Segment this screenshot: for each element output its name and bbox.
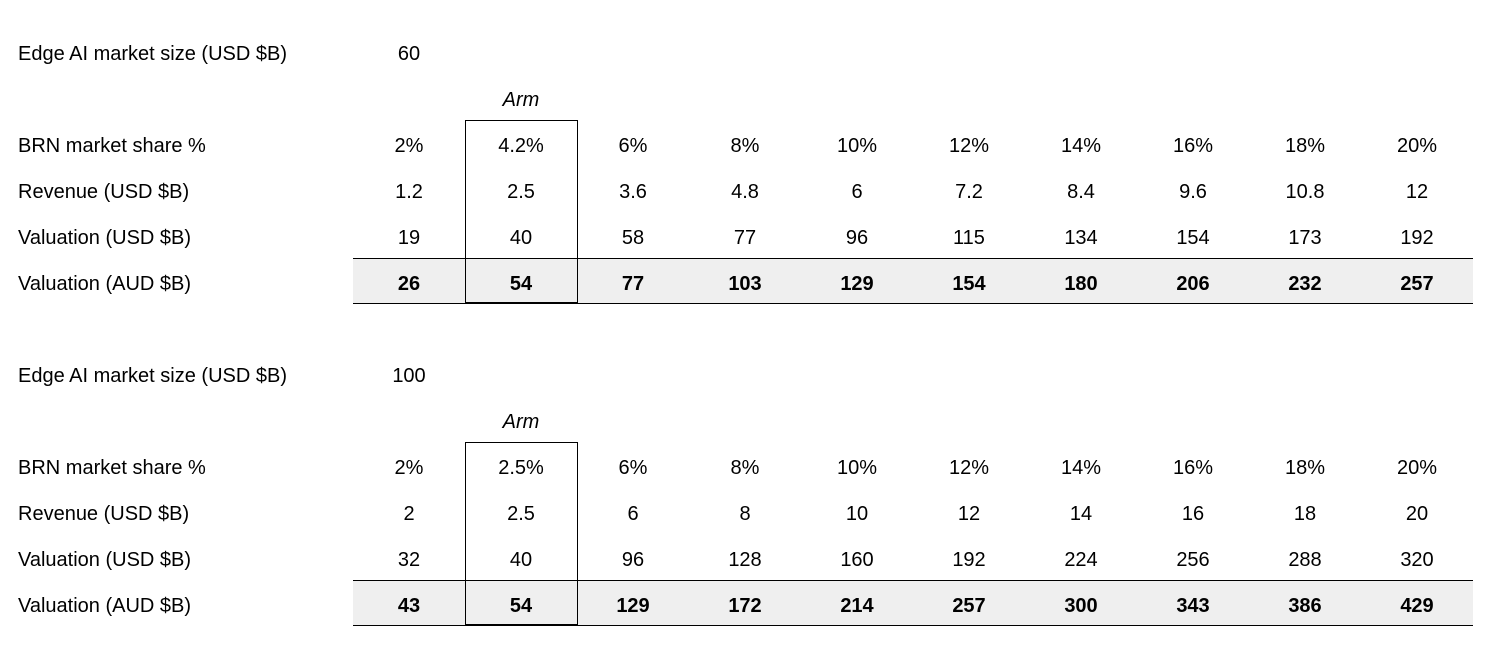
value-cell: 2.5 — [507, 181, 535, 203]
value-cell: 8% — [730, 135, 760, 157]
value-cell: 26 — [397, 273, 421, 295]
value-cell: 232 — [1288, 273, 1322, 295]
row-label: BRN market share % — [18, 457, 206, 479]
value-cell: 128 — [728, 549, 762, 571]
value-cell: 20% — [1396, 135, 1438, 157]
value-cell: 103 — [728, 273, 762, 295]
row-label: Valuation (AUD $B) — [18, 273, 192, 295]
value-cell: 134 — [1064, 227, 1098, 249]
value-cell: 8.4 — [1067, 181, 1095, 203]
value-cell: 16 — [1181, 503, 1205, 525]
row-label: Revenue (USD $B) — [18, 503, 190, 525]
value-cell: 43 — [397, 595, 421, 617]
value-cell: 129 — [840, 273, 874, 295]
value-cell: 6% — [618, 135, 648, 157]
value-cell: 40 — [509, 227, 533, 249]
value-cell: 214 — [840, 595, 874, 617]
value-cell: 300 — [1064, 595, 1098, 617]
value-cell: 386 — [1288, 595, 1322, 617]
value-cell: 2.5% — [498, 457, 544, 479]
value-cell: 1.2 — [395, 181, 423, 203]
value-cell: 18 — [1293, 503, 1317, 525]
value-cell: 8 — [739, 503, 751, 525]
value-cell: 10% — [836, 457, 878, 479]
value-cell: 224 — [1064, 549, 1098, 571]
value-cell: 6 — [627, 503, 639, 525]
row-label: Revenue (USD $B) — [18, 181, 190, 203]
value-cell: 77 — [621, 273, 645, 295]
value-cell: 192 — [952, 549, 986, 571]
value-cell: 96 — [845, 227, 869, 249]
value-cell: 115 — [953, 227, 985, 249]
annotation: Arm — [502, 411, 540, 433]
highlight-row — [353, 580, 1473, 626]
annotation: Arm — [502, 89, 540, 111]
highlight-row — [353, 258, 1473, 304]
row-label: Valuation (USD $B) — [18, 227, 192, 249]
row-label: BRN market share % — [18, 135, 206, 157]
value-cell: 12 — [1405, 181, 1429, 203]
value-cell: 256 — [1176, 549, 1210, 571]
value-cell: 2% — [394, 457, 424, 479]
value-cell: 96 — [621, 549, 645, 571]
value-cell: 20% — [1396, 457, 1438, 479]
value-cell: 16% — [1172, 135, 1214, 157]
value-cell: 2 — [403, 503, 415, 525]
value-cell: 8% — [730, 457, 760, 479]
value-cell: 10 — [845, 503, 869, 525]
value-cell: 58 — [621, 227, 645, 249]
market-size-value: 60 — [397, 43, 421, 65]
value-cell: 20 — [1405, 503, 1429, 525]
value-cell: 12% — [948, 135, 990, 157]
value-cell: 4.2% — [498, 135, 544, 157]
value-cell: 18% — [1284, 457, 1326, 479]
value-cell: 173 — [1288, 227, 1322, 249]
value-cell: 154 — [1176, 227, 1210, 249]
value-cell: 3.6 — [619, 181, 647, 203]
value-cell: 180 — [1064, 273, 1098, 295]
value-cell: 429 — [1400, 595, 1434, 617]
value-cell: 9.6 — [1179, 181, 1207, 203]
value-cell: 7.2 — [955, 181, 983, 203]
value-cell: 12 — [957, 503, 981, 525]
row-label: Valuation (AUD $B) — [18, 595, 192, 617]
value-cell: 12% — [948, 457, 990, 479]
value-cell: 288 — [1288, 549, 1322, 571]
value-cell: 14% — [1060, 135, 1102, 157]
annotation-box — [465, 120, 578, 303]
value-cell: 160 — [840, 549, 874, 571]
value-cell: 54 — [509, 273, 533, 295]
value-cell: 32 — [397, 549, 421, 571]
annotation-box — [465, 442, 578, 625]
row-label: Valuation (USD $B) — [18, 549, 192, 571]
value-cell: 2.5 — [507, 503, 535, 525]
market-size-value: 100 — [392, 365, 426, 387]
value-cell: 19 — [397, 227, 421, 249]
value-cell: 77 — [733, 227, 757, 249]
value-cell: 6 — [851, 181, 863, 203]
market-size-label: Edge AI market size (USD $B) — [18, 365, 287, 387]
value-cell: 14% — [1060, 457, 1102, 479]
value-cell: 14 — [1069, 503, 1093, 525]
value-cell: 343 — [1176, 595, 1210, 617]
value-cell: 154 — [952, 273, 986, 295]
value-cell: 18% — [1284, 135, 1326, 157]
value-cell: 320 — [1400, 549, 1434, 571]
value-cell: 40 — [509, 549, 533, 571]
value-cell: 257 — [1400, 273, 1434, 295]
value-cell: 10% — [836, 135, 878, 157]
value-cell: 10.8 — [1285, 181, 1325, 203]
value-cell: 6% — [618, 457, 648, 479]
value-cell: 2% — [394, 135, 424, 157]
market-size-label: Edge AI market size (USD $B) — [18, 43, 287, 65]
value-cell: 54 — [509, 595, 533, 617]
value-cell: 257 — [952, 595, 986, 617]
value-cell: 129 — [616, 595, 650, 617]
value-cell: 192 — [1400, 227, 1434, 249]
value-cell: 206 — [1176, 273, 1210, 295]
value-cell: 4.8 — [731, 181, 759, 203]
value-cell: 16% — [1172, 457, 1214, 479]
value-cell: 172 — [728, 595, 762, 617]
